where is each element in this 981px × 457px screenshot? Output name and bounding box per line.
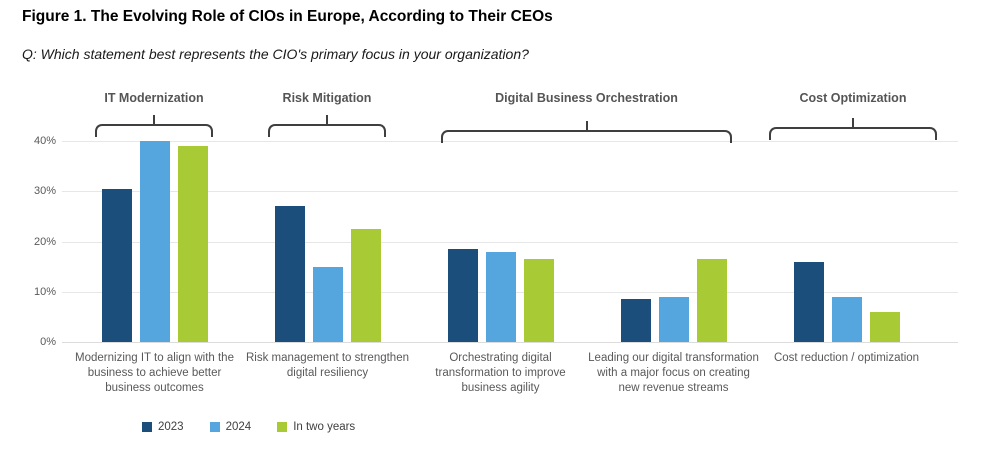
category-bracket [95,124,213,137]
gridline-20 [62,241,958,243]
bracket-center-tick [326,115,328,124]
legend-item: 2023 [142,421,184,433]
category-label: Modernizing IT to align with the busines… [75,352,234,395]
bar-in-two-years-group-3 [696,259,727,342]
category-header: IT Modernization [104,91,204,105]
category-label: Risk management to strengthen digital re… [245,352,409,380]
legend-label: In two years [293,421,356,433]
category-label: Orchestrating digital transformation to … [435,352,566,395]
category-bracket [441,130,732,143]
category-label: Leading our digital transformation with … [588,352,759,395]
y-axis-tick-label: 30% [33,185,56,198]
bar-in-two-years-group-1 [350,229,381,342]
bar-2023-group-1 [274,206,305,342]
bar-2024-group-1 [312,266,343,342]
bar-in-two-years-group-4 [869,311,900,342]
category-header: Risk Mitigation [282,91,372,105]
legend-swatch [142,422,152,432]
figure-title: Figure 1. The Evolving Role of CIOs in E… [22,8,553,25]
category-bracket [769,127,937,140]
legend: 2023 2024 In two years [142,421,355,433]
y-axis-tick-label: 0% [40,336,56,348]
legend-label: 2023 [158,421,184,433]
y-axis-tick-label: 20% [33,235,56,248]
gridline-30 [62,191,958,193]
bar-2023-group-3 [620,299,651,342]
bracket-center-tick [852,118,854,127]
category-label: Cost reduction / optimization [773,352,920,364]
bar-2023-group-2 [447,249,478,342]
bar-2023-group-0 [101,188,132,342]
y-axis-tick-label: 40% [33,135,56,148]
category-header: Digital Business Orchestration [495,91,678,105]
figure-question: Q: Which statement best represents the C… [22,46,529,62]
bar-in-two-years-group-0 [177,146,208,342]
bracket-center-tick [585,121,588,130]
legend-label: 2024 [225,421,252,433]
legend-item: 2024 [209,421,252,433]
bar-2023-group-4 [793,261,824,342]
legend-swatch [277,422,288,432]
category-header: Cost Optimization [799,91,907,105]
bar-2024-group-0 [139,141,170,342]
y-axis-tick-label: 10% [33,285,56,298]
gridline-40 [62,141,958,143]
gridline-0 [62,342,958,343]
bar-in-two-years-group-2 [523,259,554,342]
legend-item: In two years [277,421,355,433]
category-bracket [268,124,386,137]
bar-2024-group-3 [658,296,689,342]
bar-2024-group-2 [485,251,516,342]
legend-swatch [209,422,220,432]
bracket-center-tick [153,115,155,124]
bar-2024-group-4 [831,296,862,342]
